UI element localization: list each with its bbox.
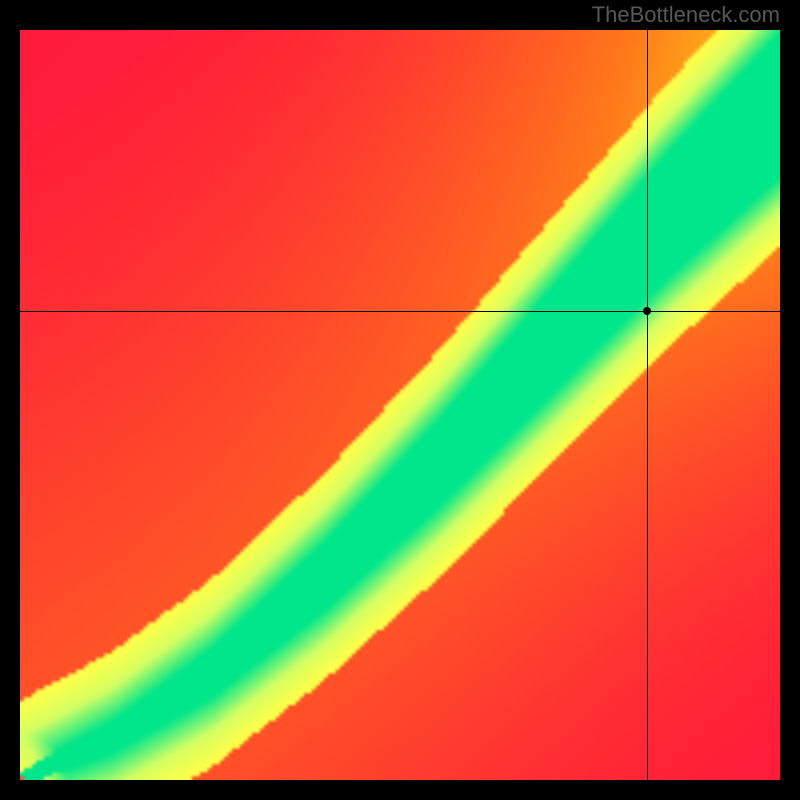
crosshair-horizontal <box>20 311 780 312</box>
crosshair-marker <box>643 307 651 315</box>
heatmap-canvas <box>20 30 780 780</box>
crosshair-vertical <box>647 30 648 780</box>
watermark-text: TheBottleneck.com <box>592 2 780 28</box>
plot-area <box>20 30 780 780</box>
chart-container: TheBottleneck.com <box>0 0 800 800</box>
